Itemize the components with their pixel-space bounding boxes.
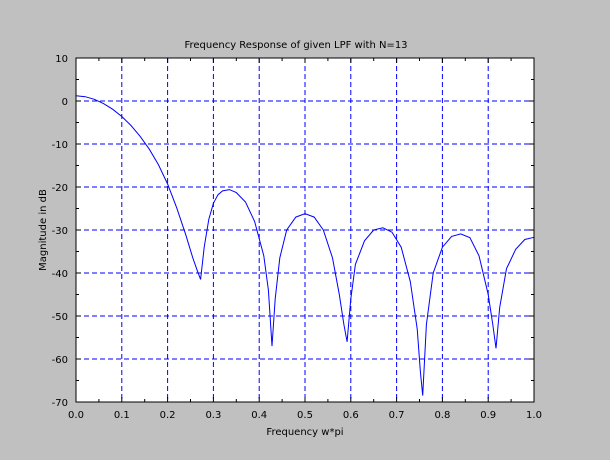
y-axis-label: Magnitude in dB xyxy=(38,189,49,271)
y-tick-label: 10 xyxy=(55,54,68,65)
y-tick-label: -70 xyxy=(52,398,68,409)
x-tick-label: 0.8 xyxy=(434,410,450,421)
y-tick-label: -10 xyxy=(52,140,68,151)
x-tick-label: 0.2 xyxy=(160,410,176,421)
x-tick-label: 0.5 xyxy=(297,410,313,421)
plot-border xyxy=(75,57,535,403)
x-tick-label: 0.0 xyxy=(68,410,84,421)
x-tick-label: 1.0 xyxy=(526,410,542,421)
x-tick-label: 0.3 xyxy=(205,410,221,421)
y-tick-label: -60 xyxy=(52,355,68,366)
x-axis-label: Frequency w*pi xyxy=(266,427,343,438)
series-line xyxy=(75,95,535,396)
y-tick-label: -20 xyxy=(52,183,68,194)
y-tick-label: -50 xyxy=(52,312,68,323)
x-tick-label: 0.9 xyxy=(480,410,496,421)
grid xyxy=(76,58,534,402)
y-tick-label: -30 xyxy=(52,226,68,237)
x-tick-label: 0.4 xyxy=(251,410,267,421)
x-tick-label: 0.1 xyxy=(114,410,130,421)
y-tick-labels: 10 0 -10 -20 -30 -40 -50 -60 -70 xyxy=(52,54,68,409)
chart-title: Frequency Response of given LPF with N=1… xyxy=(184,40,407,51)
y-tick-label: -40 xyxy=(52,269,68,280)
y-tick-label: 0 xyxy=(62,97,68,108)
x-tick-labels: 0.0 0.1 0.2 0.3 0.4 0.5 0.6 0.7 0.8 0.9 1.0 xyxy=(68,410,542,421)
x-tick-label: 0.7 xyxy=(389,410,405,421)
x-tick-label: 0.6 xyxy=(343,410,359,421)
